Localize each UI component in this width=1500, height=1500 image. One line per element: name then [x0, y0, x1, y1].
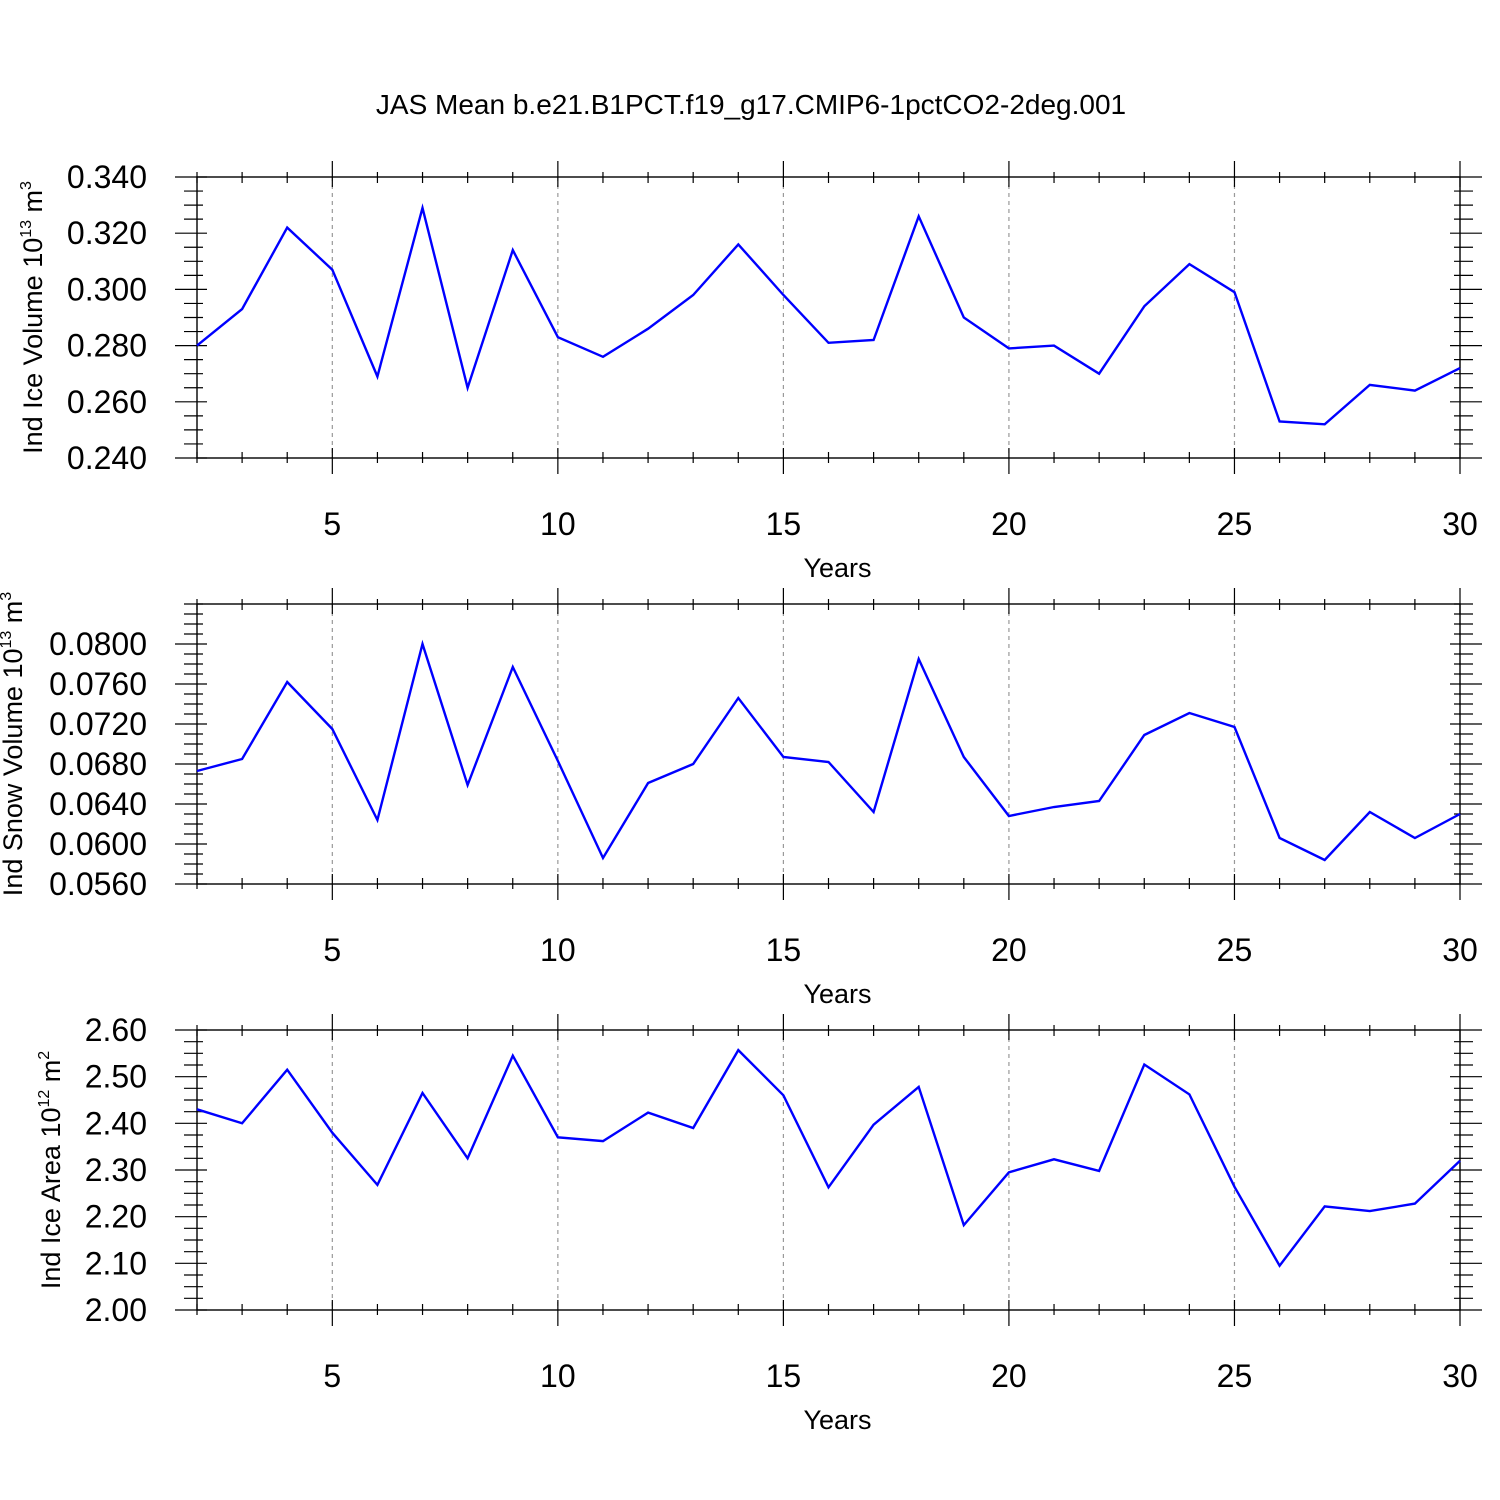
y-axis-label-unit-exponent: 3 — [18, 181, 35, 190]
x-tick-label: 10 — [540, 506, 576, 542]
y-tick-label: 0.0680 — [49, 746, 147, 782]
y-axis-label-unit: m — [36, 1060, 66, 1090]
x-tick-label: 15 — [766, 506, 802, 542]
y-tick-label: 0.0720 — [49, 706, 147, 742]
y-tick-label: 0.0560 — [49, 866, 147, 902]
y-tick-label: 2.20 — [85, 1199, 147, 1235]
panel-2: 5 10 15 20 25 30 0.0560 0.0600 0.0640 0.0680 0.072… — [0, 588, 1482, 1009]
y-tick-label: 0.0600 — [49, 826, 147, 862]
panel-3: 5 10 15 20 25 30 2.00 2.10 2.20 2.30 2.40 2.50 2.60 Y… — [36, 1012, 1482, 1435]
y-axis-label-text: Ind Snow Volume 10 — [0, 649, 28, 897]
series-line — [196, 639, 1461, 862]
y-tick-label: 2.50 — [85, 1059, 147, 1095]
y-axis-label: Ind Ice Volume 1013 m3 — [18, 181, 48, 454]
x-axis-label: Years — [803, 553, 871, 583]
x-tick-label: 5 — [323, 932, 341, 968]
x-tick-label: 30 — [1442, 1358, 1478, 1394]
x-tick-label: 30 — [1442, 506, 1478, 542]
x-axis-label: Years — [803, 1405, 871, 1435]
x-tick-label: 20 — [991, 1358, 1027, 1394]
y-tick-label: 0.300 — [67, 271, 147, 307]
y-tick-label: 0.0640 — [49, 786, 147, 822]
y-tick-label: 2.00 — [85, 1292, 147, 1328]
y-axis-label-unit: m — [0, 601, 28, 631]
y-tick-label: 2.30 — [85, 1152, 147, 1188]
series-line — [196, 1048, 1461, 1268]
y-tick-label: 0.260 — [67, 384, 147, 420]
panels: 5 10 15 20 25 300.2400.2600.2800.3000.3200.34… — [0, 159, 1482, 1435]
x-tick-label: 30 — [1442, 932, 1478, 968]
x-tick-label: 20 — [991, 932, 1027, 968]
panel-1: 5 10 15 20 25 30 0.240 0.260 0.280 0.300 0.320 0.34… — [18, 159, 1482, 583]
y-tick-label: 2.40 — [85, 1105, 147, 1141]
figure-title: JAS Mean b.e21.B1PCT.f19_g17.CMIP6-1pctC… — [376, 89, 1126, 120]
y-tick-label: 0.280 — [67, 328, 147, 364]
y-axis-label-unit: m — [18, 190, 48, 220]
y-axis-label-unit-exponent: 3 — [0, 592, 15, 601]
x-tick-label: 25 — [1217, 506, 1253, 542]
y-tick-label: 0.340 — [67, 159, 147, 195]
y-tick-label: 0.0800 — [49, 626, 147, 662]
x-tick-label: 15 — [766, 932, 802, 968]
y-axis-label: Ind Ice Area 1012 m2 — [36, 1051, 66, 1289]
y-axis-label: Ind Snow Volume 1013 m3 — [0, 592, 28, 896]
y-tick-label: 2.60 — [85, 1012, 147, 1048]
x-tick-label: 20 — [991, 506, 1027, 542]
series-line — [196, 203, 1461, 426]
y-axis-label-text: Ind Ice Volume 10 — [18, 238, 48, 454]
x-tick-label: 5 — [323, 506, 341, 542]
y-tick-label: 0.0760 — [49, 666, 147, 702]
y-tick-label: 2.10 — [85, 1245, 147, 1281]
x-tick-label: 10 — [540, 1358, 576, 1394]
y-axis-label-exponent: 13 — [0, 631, 15, 649]
y-tick-label: 0.240 — [67, 440, 147, 476]
y-axis-label-exponent: 13 — [18, 220, 35, 238]
x-tick-label: 10 — [540, 932, 576, 968]
y-axis-label-exponent: 12 — [36, 1090, 53, 1108]
x-axis-label: Years — [803, 979, 871, 1009]
x-tick-label: 15 — [766, 1358, 802, 1394]
y-axis-label-unit-exponent: 2 — [36, 1051, 53, 1060]
x-tick-label: 25 — [1217, 932, 1253, 968]
x-tick-label: 5 — [323, 1358, 341, 1394]
x-tick-label: 25 — [1217, 1358, 1253, 1394]
y-tick-label: 0.320 — [67, 215, 147, 251]
y-axis-label-text: Ind Ice Area 10 — [36, 1108, 66, 1290]
